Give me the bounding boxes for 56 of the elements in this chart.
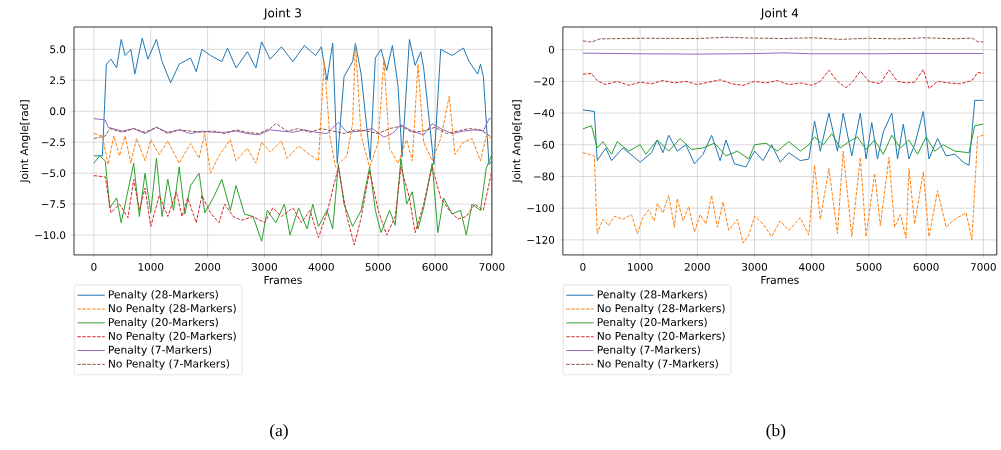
- legend-label: No Penalty (7-Markers): [108, 359, 229, 370]
- y-tick-label: −60: [534, 140, 555, 149]
- legend-label: Penalty (28-Markers): [108, 290, 218, 301]
- y-tick-label: −80: [534, 172, 555, 181]
- x-tick-label: 6000: [422, 263, 448, 271]
- x-tick-label: 6000: [913, 263, 939, 271]
- legend-label: No Penalty (28-Markers): [108, 304, 236, 315]
- y-tick-label: −10.0: [35, 231, 66, 240]
- legend-label: Penalty (7-Markers): [108, 345, 212, 356]
- x-tick-label: 0: [580, 263, 586, 271]
- y-tick-label: −100: [527, 204, 555, 213]
- line-series: [582, 99, 984, 168]
- legend-label: No Penalty (20-Markers): [108, 331, 236, 343]
- line-series: [93, 166, 492, 246]
- x-axis-title: Frames: [761, 276, 799, 284]
- x-tick-label: 2000: [195, 263, 221, 271]
- x-tick-label: 4000: [798, 263, 825, 271]
- y-tick-label: 0.0: [50, 107, 66, 116]
- x-tick-label: 5000: [856, 263, 882, 271]
- legend-label: Penalty (20-Markers): [597, 317, 707, 329]
- legend-label: Penalty (7-Markers): [597, 345, 700, 356]
- x-tick-label: 0: [91, 263, 97, 271]
- x-tick-label: 1000: [628, 263, 653, 271]
- y-tick-label: 0: [548, 45, 555, 54]
- y-tick-label: 5.0: [50, 45, 66, 54]
- y-tick-label: 2.5: [50, 76, 66, 85]
- y-axis-title: Joint Angle[rad]: [512, 100, 523, 184]
- legend-label: No Penalty (7-Markers): [597, 359, 718, 370]
- legend-label: Penalty (20-Markers): [108, 317, 218, 329]
- line-series: [93, 118, 492, 138]
- text: (a): [270, 424, 288, 440]
- text: (b): [766, 424, 786, 440]
- y-tick-label: −5.0: [41, 169, 66, 178]
- x-tick-label: 3000: [252, 263, 277, 271]
- x-tick-label: 7000: [479, 263, 505, 271]
- x-tick-label: 1000: [138, 263, 164, 271]
- x-tick-label: 3000: [742, 263, 768, 271]
- x-tick-label: 5000: [365, 263, 391, 271]
- line-series: [582, 134, 984, 244]
- legend-label: No Penalty (20-Markers): [597, 331, 725, 343]
- legend-label: Penalty (28-Markers): [597, 290, 707, 301]
- x-tick-label: 4000: [308, 263, 334, 271]
- y-tick-label: −20: [534, 77, 555, 86]
- chart-title: Joint 3: [263, 8, 301, 20]
- y-tick-label: −2.5: [41, 138, 66, 147]
- y-tick-label: −7.5: [41, 200, 66, 209]
- x-axis-title: Frames: [264, 276, 302, 284]
- y-tick-label: −120: [527, 236, 555, 244]
- chart-title: Joint 4: [760, 8, 799, 20]
- line-series: [93, 154, 492, 242]
- legend-label: No Penalty (28-Markers): [597, 304, 725, 315]
- x-tick-label: 2000: [684, 263, 710, 271]
- x-tick-label: 7000: [970, 263, 996, 271]
- y-axis-title: Joint Angle[rad]: [19, 100, 31, 184]
- y-tick-label: −40: [534, 109, 555, 118]
- line-series: [582, 123, 984, 160]
